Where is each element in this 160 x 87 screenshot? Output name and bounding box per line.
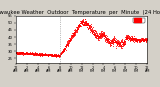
Legend: 	[133, 18, 145, 23]
Title: Milwaukee Weather  Outdoor  Temperature  per  Minute  (24 Hours): Milwaukee Weather Outdoor Temperature pe…	[0, 10, 160, 15]
